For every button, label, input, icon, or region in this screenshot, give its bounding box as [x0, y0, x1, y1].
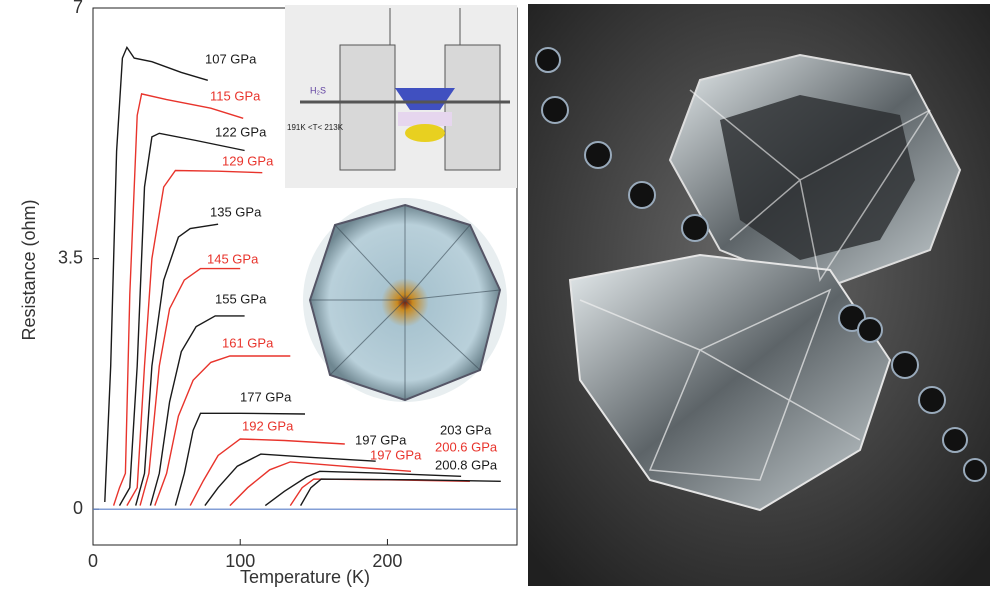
x-axis-label: Temperature (K): [240, 567, 370, 587]
series-label: 192 GPa: [242, 418, 294, 433]
series-line: [189, 438, 345, 506]
series-label: 200.6 GPa: [435, 439, 498, 454]
series-line: [126, 169, 263, 506]
y-tick-label: 7: [73, 0, 83, 17]
series-label: 129 GPa: [222, 153, 274, 168]
y-tick-label: 0: [73, 498, 83, 518]
series-label: 145 GPa: [207, 251, 259, 266]
series-line: [229, 461, 412, 507]
x-tick-label: 200: [372, 551, 402, 571]
series-label: 200.8 GPa: [435, 457, 498, 472]
series-line: [154, 355, 291, 506]
series-line: [174, 412, 306, 506]
series-line: [118, 132, 245, 506]
series-label: 161 GPa: [222, 335, 274, 350]
series-label: 197 GPa: [355, 432, 407, 447]
series-line: [139, 267, 241, 506]
series-label: 135 GPa: [210, 204, 262, 219]
series-line: [135, 223, 219, 506]
sample-photo: [303, 198, 507, 402]
series-label: 122 GPa: [215, 124, 267, 139]
series-line: [112, 93, 244, 506]
inset-label: H₂S: [310, 85, 326, 95]
series-label: 197 GPa: [370, 447, 422, 462]
diamond-photo: [528, 4, 990, 586]
series-label: 115 GPa: [210, 88, 261, 103]
series-line: [104, 45, 208, 503]
series-line: [149, 315, 245, 506]
series-label: 203 GPa: [440, 422, 492, 437]
y-axis-label: Resistance (ohm): [19, 199, 39, 340]
inset-diagram: H₂S 191K <T< 213K: [285, 5, 517, 188]
series-label: 107 GPa: [205, 51, 257, 66]
inset-label: 191K <T< 213K: [287, 123, 344, 132]
y-tick-label: 3.5: [58, 247, 83, 267]
series-line: [204, 453, 376, 507]
series-line: [299, 478, 501, 506]
series-line: [264, 470, 462, 507]
series-label: 155 GPa: [215, 291, 267, 306]
x-tick-label: 100: [225, 551, 255, 571]
x-tick-label: 0: [88, 551, 98, 571]
series-label: 177 GPa: [240, 389, 292, 404]
